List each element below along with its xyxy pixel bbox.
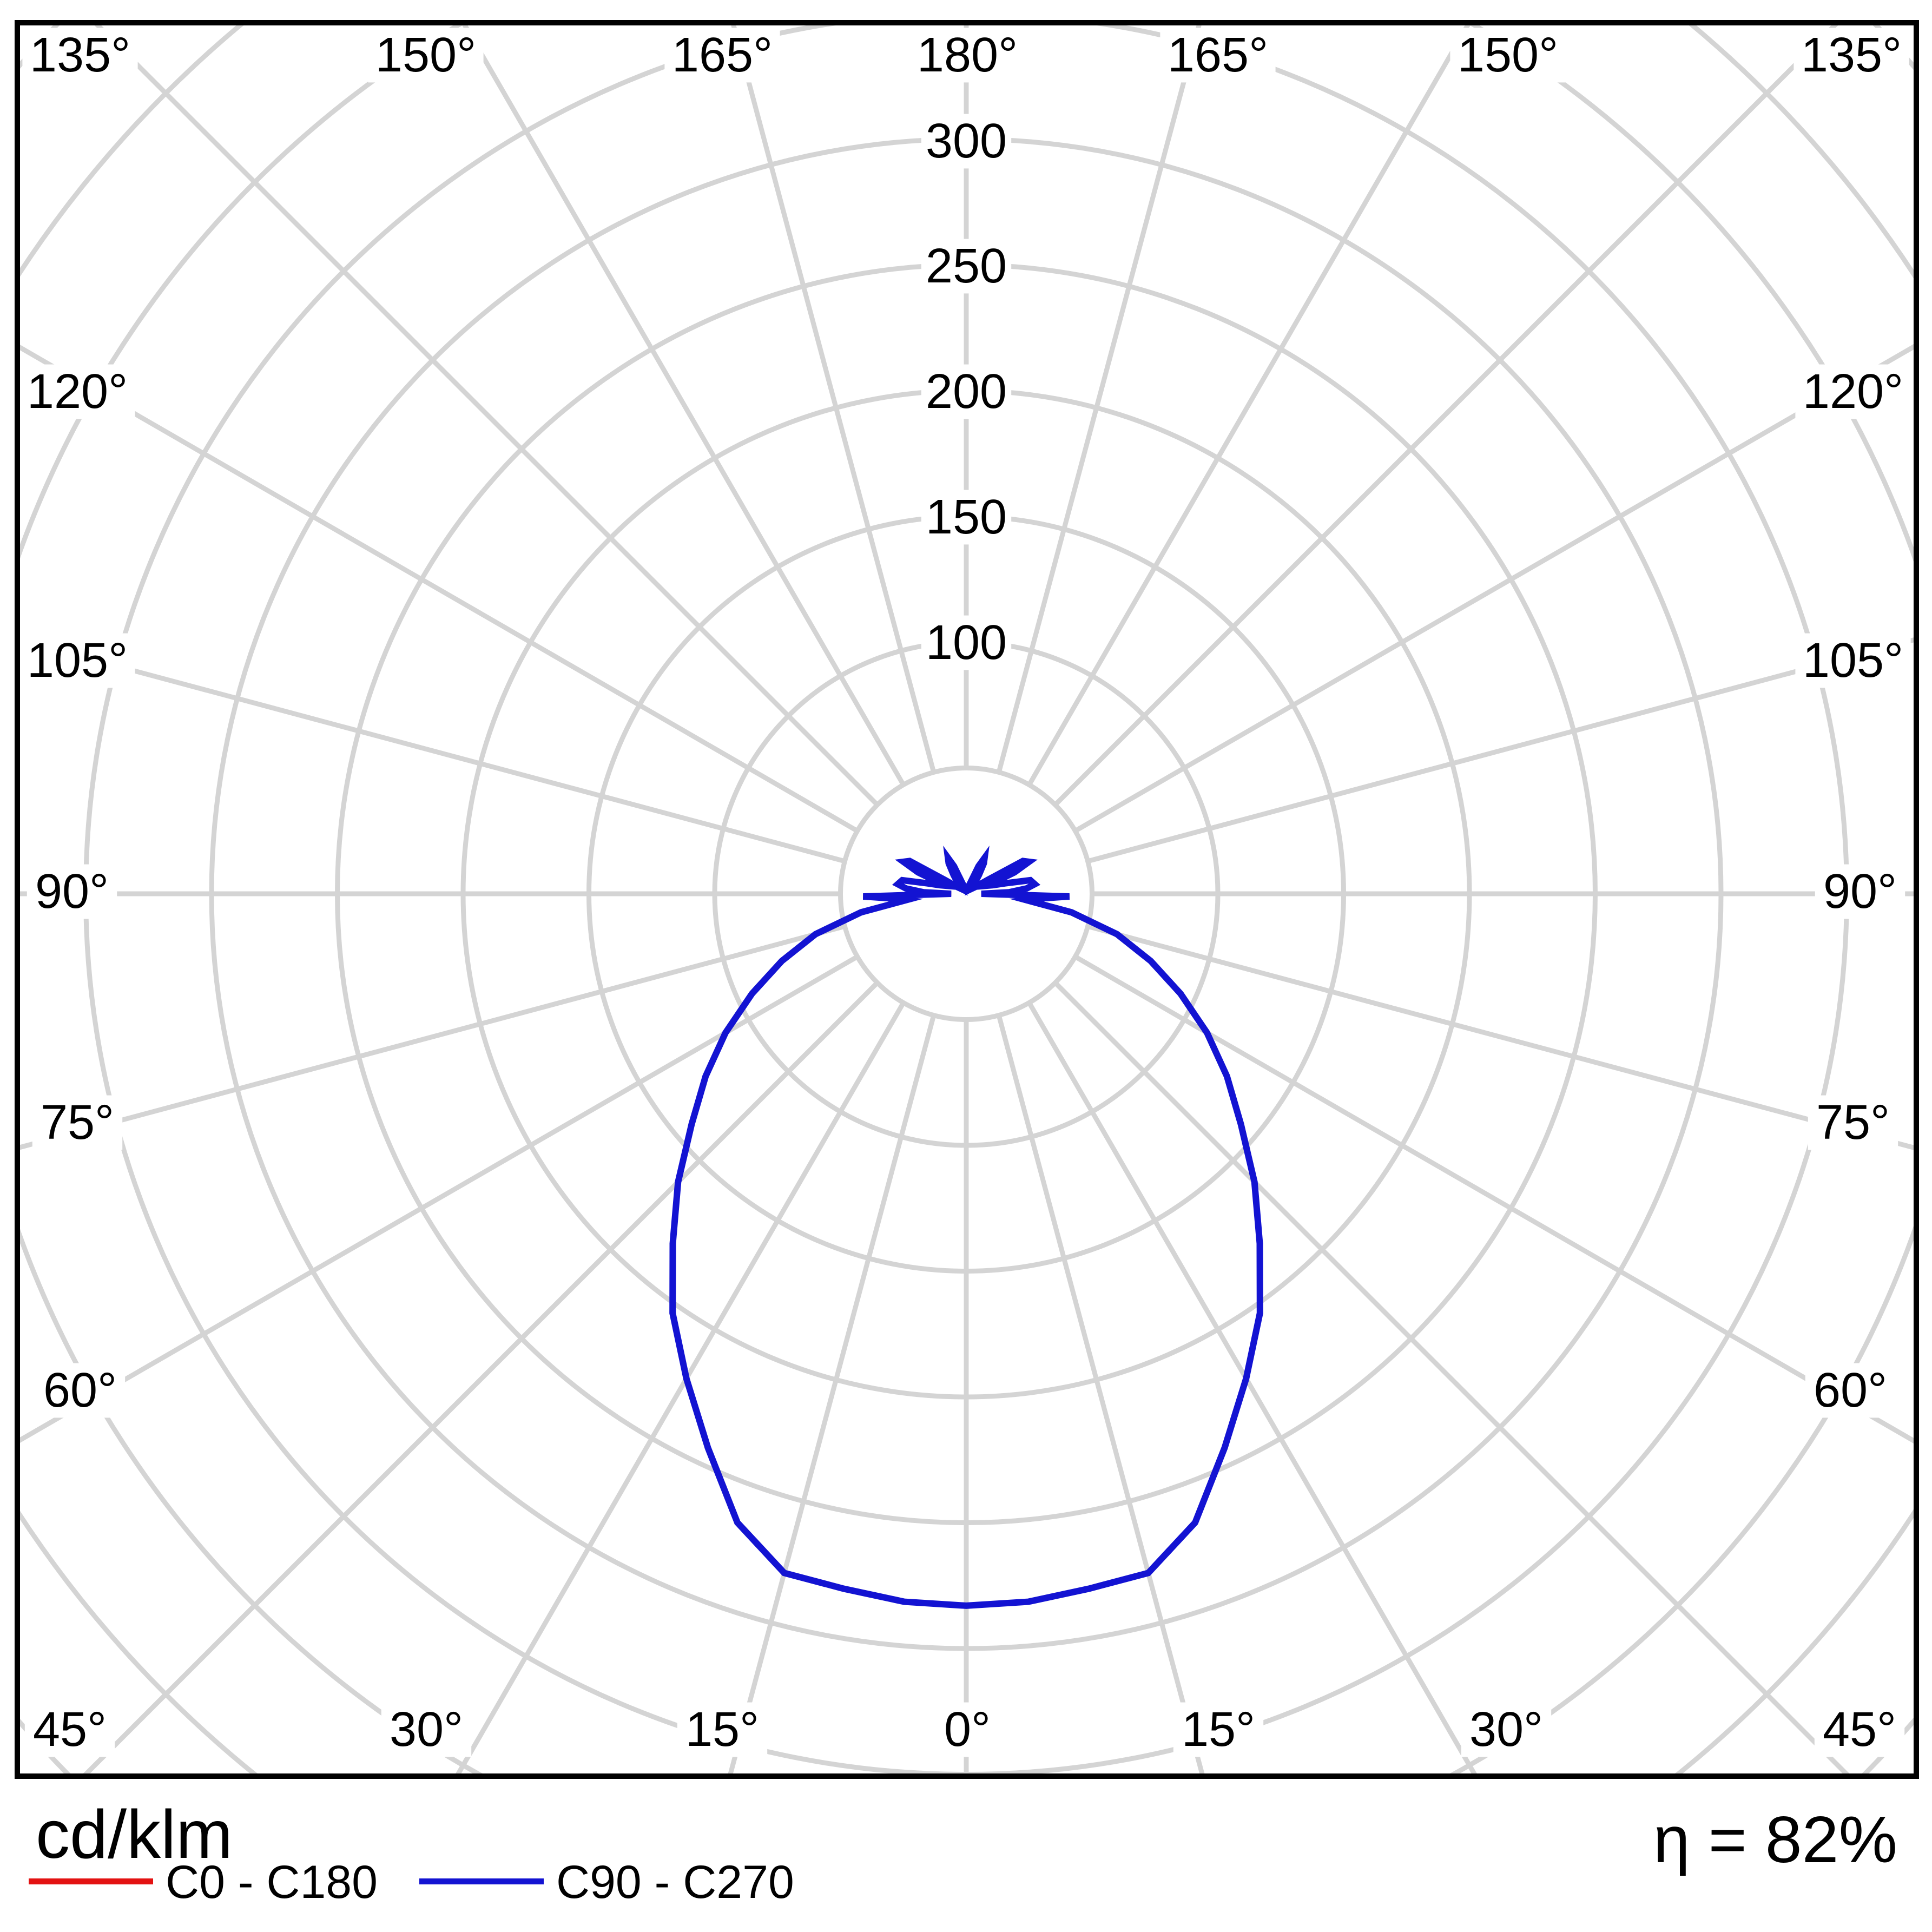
radial-tick-label: 150 [926, 490, 1007, 544]
angle-label: 30° [1469, 1703, 1543, 1757]
legend-label-c90-c270: C90 - C270 [556, 1856, 794, 1908]
angle-label: 45° [33, 1703, 107, 1757]
angle-label: 165° [672, 28, 773, 82]
radial-tick-label-bg [921, 114, 1012, 169]
polar-grid-spoke [1053, 981, 1852, 1776]
curves [669, 846, 1263, 1609]
radial-tick-label: 300 [926, 114, 1007, 168]
angle-label-bg [1793, 28, 1909, 83]
angle-label-bg [1173, 1702, 1264, 1757]
angle-label-bg [1461, 1702, 1552, 1757]
angle-label-bg [1814, 1702, 1905, 1757]
angle-label-bg [909, 28, 1025, 83]
angle-label-bg [1160, 28, 1276, 83]
polar-grid-spoke [1074, 342, 1916, 833]
angle-label: 120° [1803, 365, 1903, 419]
angle-label: 150° [375, 28, 476, 82]
angle-label-bg [32, 1095, 123, 1150]
angle-label-bg [1808, 1095, 1898, 1150]
angle-label: 15° [685, 1703, 759, 1757]
legend-label-c0-c180: C0 - C180 [166, 1856, 378, 1908]
radial-tick-label-bg [921, 490, 1012, 545]
radial-tick-label: 250 [926, 239, 1007, 293]
polar-grid-spoke [460, 23, 906, 786]
plot-frame [15, 20, 1919, 1779]
polar-grid-spoke [1087, 636, 1916, 864]
angle-label-bg [22, 28, 138, 83]
polar-grid-spoke [454, 1001, 906, 1776]
angle-label: 150° [1458, 28, 1558, 82]
efficiency-label: η = 82% [1653, 1803, 1897, 1876]
angle-label-bg [1805, 1363, 1896, 1418]
polar-grid-spoke [80, 981, 879, 1776]
angle-label-bg [19, 364, 135, 419]
polar-grid-spoke [1053, 23, 1841, 807]
polar-grid-spoke [1027, 23, 1472, 786]
angle-label: 45° [1823, 1703, 1896, 1757]
angle-label-bg [1815, 864, 1905, 919]
angle-label: 60° [1814, 1363, 1887, 1417]
angle-label: 75° [1816, 1096, 1890, 1150]
legend-swatch-c90-c270-blue-line [419, 1878, 544, 1884]
polar-grid-spoke [1074, 954, 1916, 1446]
radial-tick-label-bg [921, 615, 1012, 670]
angle-label-bg [1450, 28, 1566, 83]
radial-tick-label: 100 [926, 616, 1007, 670]
polar-grid-spoke [17, 924, 846, 1151]
angle-label: 0° [944, 1703, 991, 1757]
radial-tick-label-bg [921, 364, 1012, 419]
polar-grid-spoke [730, 23, 937, 773]
angle-label-bg [19, 633, 135, 688]
angle-label: 105° [27, 634, 128, 688]
angle-label: 165° [1168, 28, 1268, 82]
angle-label: 105° [1803, 634, 1903, 688]
angle-label: 90° [1823, 865, 1897, 919]
curve-c90-c270 [669, 846, 1263, 1609]
angle-label: 75° [41, 1096, 114, 1150]
angle-label: 60° [43, 1363, 117, 1417]
polar-grid-spoke [1087, 924, 1916, 1151]
angle-label-bg [935, 1702, 1000, 1757]
angle-label-bg [35, 1363, 126, 1418]
chart-labels: 100 150 200 250 300 135° 150° 165° 180° 165° 150° 1… [19, 28, 1911, 1757]
polar-grid-spoke [1027, 1001, 1479, 1776]
angle-label-bg [381, 1702, 472, 1757]
radial-tick-label: 200 [926, 365, 1007, 419]
polar-grid-spoke [17, 954, 859, 1445]
angle-label: 30° [390, 1703, 463, 1757]
polar-grid-spoke [996, 1014, 1205, 1776]
polar-grid-spoke [996, 23, 1203, 773]
angle-label-bg [1795, 364, 1911, 419]
angle-label: 120° [27, 365, 128, 419]
radial-tick-label-bg [921, 239, 1012, 294]
angle-label-bg [368, 28, 484, 83]
angle-label: 180° [917, 28, 1018, 82]
angle-label-bg [27, 864, 117, 919]
angle-label-bg [1795, 633, 1911, 688]
angle-label-bg [677, 1702, 768, 1757]
polar-grid-spoke [17, 637, 846, 864]
angle-label: 135° [30, 28, 130, 82]
legend-swatch-c0-c180-red-line [29, 1878, 153, 1884]
angle-label: 135° [1801, 28, 1902, 82]
polar-grid-spoke [17, 343, 859, 833]
polar-grid-spoke [727, 1014, 937, 1776]
angle-label-bg [24, 1702, 115, 1757]
angle-label: 15° [1182, 1703, 1255, 1757]
polar-grid-spoke [91, 23, 879, 807]
unit-label: cd/klm [36, 1796, 233, 1872]
angle-label: 90° [35, 865, 109, 919]
angle-label-bg [664, 28, 780, 83]
